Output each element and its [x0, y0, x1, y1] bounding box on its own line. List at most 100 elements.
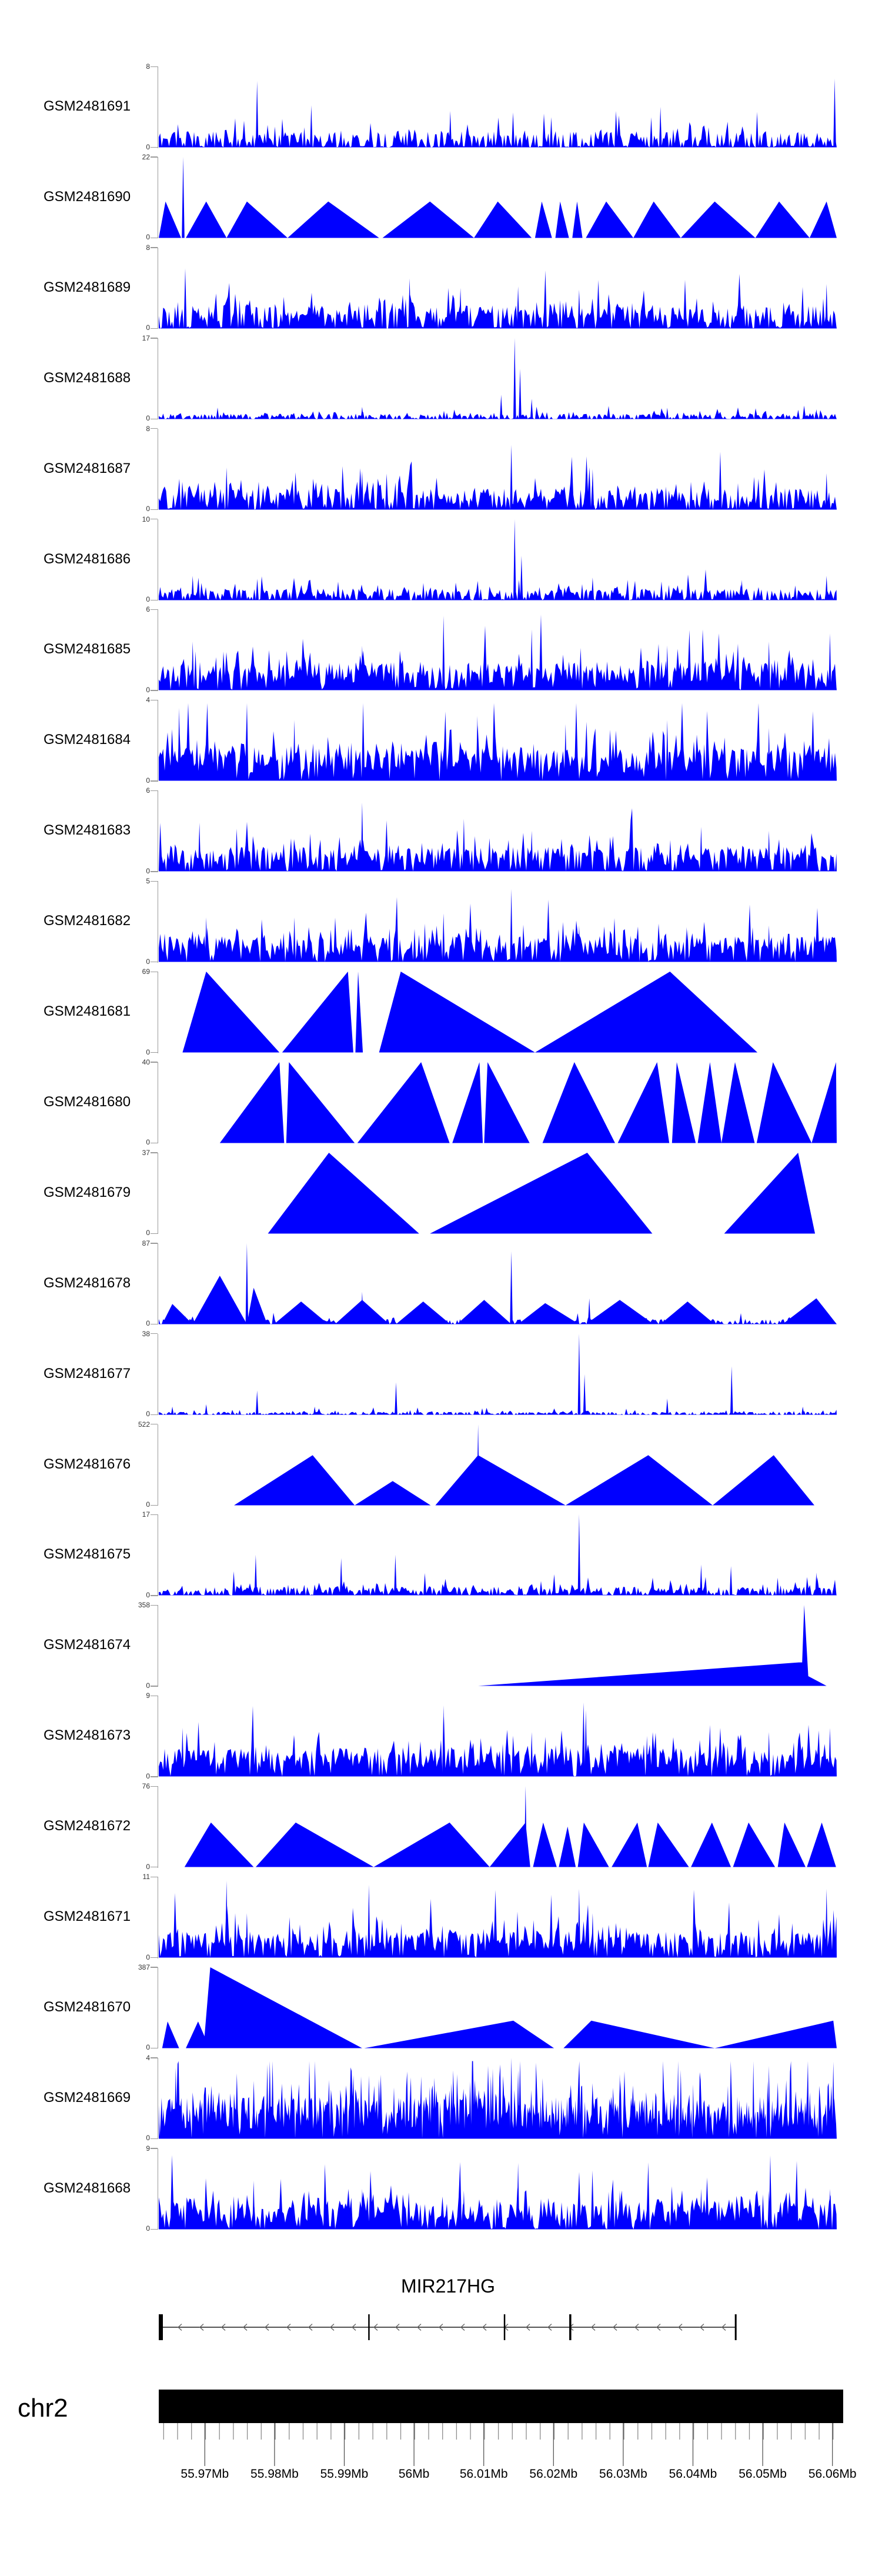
strand-arrow-icon: [265, 2324, 269, 2331]
signal-spike: [510, 889, 513, 962]
axis-tick-label: 56.03Mb: [599, 2467, 647, 2481]
y-axis-bottom-tick: [151, 1414, 158, 1415]
axis-tick-label: 56Mb: [399, 2467, 430, 2481]
strand-arrow-icon: [373, 2324, 378, 2331]
signal-spike: [828, 2188, 831, 2230]
track-label: GSM2481671: [44, 1908, 131, 1924]
track-label: GSM2481687: [44, 460, 131, 476]
y-zero-label: 0: [146, 2043, 150, 2052]
signal-peak: [671, 1062, 696, 1143]
strand-arrow-icon: [286, 2324, 291, 2331]
y-zero-label: 0: [146, 1047, 150, 1056]
signal-spike: [577, 289, 581, 329]
signal-spike: [360, 802, 364, 872]
signal-spike: [360, 1292, 364, 1324]
axis-tick-label: 56.01Mb: [460, 2467, 508, 2481]
strand-arrow-icon: [395, 2324, 400, 2331]
signal-plot: [159, 889, 837, 962]
signal-peak: [563, 2020, 715, 2048]
y-max-label: 17: [142, 1510, 150, 1519]
signal-plot: [159, 2154, 837, 2230]
y-axis-bottom-tick: [151, 871, 158, 872]
y-axis-bottom-tick: [151, 1052, 158, 1053]
y-axis-line: [157, 156, 159, 239]
track-label: GSM2481674: [44, 1637, 131, 1653]
signal-spike: [174, 2067, 178, 2139]
signal-spike: [828, 633, 831, 690]
signal-spike: [825, 283, 828, 329]
axis-tick-label: 56.04Mb: [669, 2467, 717, 2481]
y-axis-top-tick: [151, 1514, 158, 1516]
signal-area: [159, 703, 837, 781]
signal-plot: [159, 2057, 837, 2139]
signal-spike: [700, 2188, 703, 2230]
signal-spike: [564, 724, 567, 781]
y-axis-bottom-tick: [151, 2138, 158, 2140]
exon-rect: [368, 2314, 370, 2340]
y-axis-line: [157, 338, 159, 420]
signal-spike: [408, 278, 411, 329]
track-label: GSM2481686: [44, 550, 131, 567]
signal-spike: [181, 1728, 184, 1777]
exon-rect: [159, 2314, 163, 2340]
y-max-label: 8: [146, 424, 150, 433]
signal-plot: [268, 1152, 816, 1234]
strand-arrow-icon: [526, 2324, 530, 2331]
y-axis-line: [157, 1605, 159, 1687]
signal-spike: [255, 81, 259, 148]
exon-rect: [503, 2314, 506, 2340]
track-label: GSM2481670: [44, 1998, 131, 2015]
axis-tick-label: 56.02Mb: [529, 2467, 577, 2481]
y-max-label: 4: [146, 2053, 150, 2062]
signal-spike: [583, 1374, 586, 1415]
signal-peak: [533, 1822, 557, 1867]
y-axis-line: [157, 2148, 159, 2230]
y-axis-bottom-tick: [151, 328, 158, 329]
signal-spike: [577, 1514, 581, 1596]
exon-rect: [734, 2314, 737, 2340]
signal-spike: [360, 2188, 364, 2230]
signal-area: [159, 1407, 837, 1415]
strand-arrow-icon: [634, 2324, 639, 2331]
signal-spike: [513, 519, 516, 600]
exon-rect: [569, 2314, 572, 2340]
signal-plot: [159, 1880, 837, 1958]
signal-spike: [801, 1406, 804, 1415]
gene-model: [159, 2314, 737, 2340]
signal-spike: [666, 646, 669, 690]
signal-peak: [721, 1062, 755, 1143]
signal-peak: [612, 1822, 647, 1867]
track-label: GSM2481668: [44, 2180, 131, 2196]
signal-plot: [159, 802, 837, 872]
signal-spike: [591, 469, 594, 510]
track-label: GSM2481680: [44, 1093, 131, 1110]
signal-peak: [357, 1062, 450, 1143]
y-zero-label: 0: [146, 1590, 150, 1599]
track-label: GSM2481672: [44, 1818, 131, 1834]
signal-spike: [618, 2190, 622, 2230]
y-max-label: 87: [142, 1239, 150, 1247]
signal-spike: [591, 577, 594, 600]
y-axis-bottom-tick: [151, 1957, 158, 1958]
y-max-label: 358: [138, 1601, 150, 1610]
signal-plot: [182, 972, 758, 1053]
signal-spike: [729, 1566, 733, 1596]
signal-area: [159, 451, 837, 510]
y-max-label: 10: [142, 515, 150, 523]
y-max-label: 8: [146, 243, 150, 252]
signal-spike: [368, 1884, 370, 1958]
signal-area: [159, 2061, 837, 2139]
signal-spike: [182, 156, 185, 238]
track-label: GSM2481675: [44, 1546, 131, 1563]
signal-peak: [268, 1152, 419, 1234]
y-axis-line: [157, 609, 159, 691]
strand-arrow-icon: [700, 2324, 704, 2331]
signal-spike: [767, 925, 770, 962]
y-zero-label: 0: [146, 233, 150, 242]
signal-spike: [245, 1243, 249, 1324]
signal-spike: [828, 1728, 831, 1777]
signal-spike: [831, 2061, 835, 2139]
strand-arrow-icon: [460, 2324, 465, 2331]
signal-spike: [360, 471, 364, 510]
y-max-label: 17: [142, 333, 150, 342]
